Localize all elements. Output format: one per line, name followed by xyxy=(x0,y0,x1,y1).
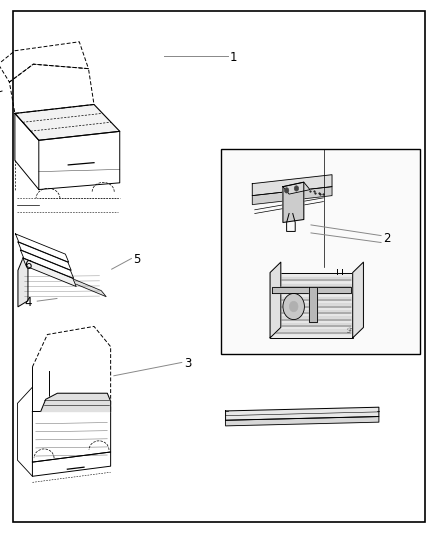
Polygon shape xyxy=(353,262,364,338)
Polygon shape xyxy=(283,182,304,222)
Polygon shape xyxy=(270,272,353,338)
Text: 3: 3 xyxy=(184,357,191,370)
Polygon shape xyxy=(23,258,76,287)
Polygon shape xyxy=(270,262,281,338)
Bar xyxy=(221,149,420,354)
Circle shape xyxy=(290,301,298,312)
Polygon shape xyxy=(252,187,332,205)
Polygon shape xyxy=(309,287,317,322)
Polygon shape xyxy=(226,417,379,426)
Text: 5: 5 xyxy=(134,253,141,266)
Circle shape xyxy=(284,188,289,193)
Polygon shape xyxy=(18,258,28,307)
Polygon shape xyxy=(252,175,332,196)
Polygon shape xyxy=(226,407,379,420)
Polygon shape xyxy=(23,258,106,297)
Polygon shape xyxy=(15,104,120,140)
Circle shape xyxy=(294,186,299,191)
Text: 6: 6 xyxy=(24,260,32,272)
Text: 2: 2 xyxy=(383,232,391,245)
Text: ℱ: ℱ xyxy=(347,328,352,334)
Text: 1: 1 xyxy=(230,51,237,64)
Polygon shape xyxy=(283,182,310,194)
Polygon shape xyxy=(272,287,350,294)
Circle shape xyxy=(283,294,304,320)
Polygon shape xyxy=(41,393,111,411)
Text: 4: 4 xyxy=(24,296,32,309)
